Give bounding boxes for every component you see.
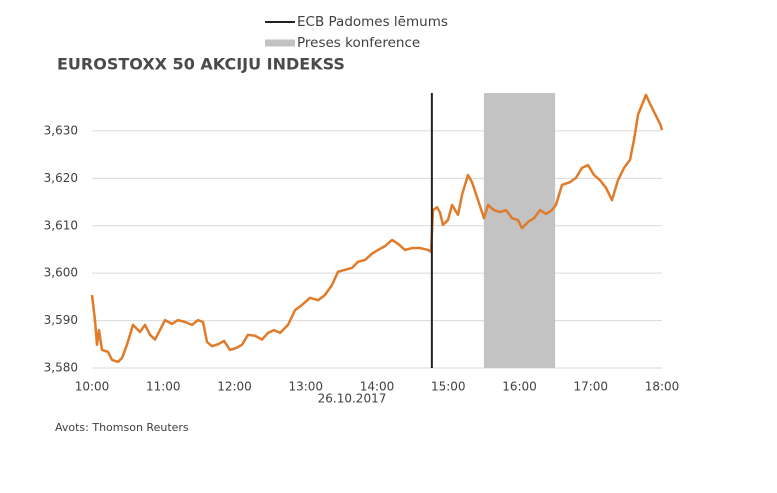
chart-title: EUROSTOXX 50 AKCIJU INDEKSS [57,55,345,74]
x-tick-label: 11:00 [146,380,181,394]
price-line [90,93,664,364]
y-tick-label: 3,600 [44,266,78,280]
x-tick-label: 17:00 [573,380,608,394]
y-tick-label: 3,580 [44,361,78,375]
source: Avots: Thomson Reuters [55,421,189,434]
x-tick-label: 16:00 [502,380,537,394]
x-tick-label: 15:00 [431,380,466,394]
legend-label: ECB Padomes lēmums [297,14,448,30]
legend-label: Preses konference [297,35,420,51]
y-tick-label: 3,610 [44,218,78,232]
x-axis-label: 26.10.2017 [318,392,387,406]
y-tick-label: 3,620 [44,171,78,185]
x-tick-label: 12:00 [217,380,252,394]
y-tick-label: 3,590 [44,313,78,327]
x-tick-label: 14:00 [360,380,395,394]
x-tick-label: 13:00 [288,380,323,394]
y-tick-label: 3,630 [44,123,78,137]
press-conference-span [483,93,556,368]
x-tick-label: 10:00 [75,380,110,394]
x-tick-label: 18:00 [645,380,680,394]
